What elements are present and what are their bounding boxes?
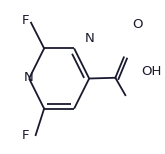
Text: OH: OH xyxy=(141,65,161,78)
Text: N: N xyxy=(85,32,95,45)
Text: F: F xyxy=(21,129,29,142)
Text: F: F xyxy=(21,14,29,27)
Text: O: O xyxy=(132,18,143,31)
Text: N: N xyxy=(23,71,33,84)
